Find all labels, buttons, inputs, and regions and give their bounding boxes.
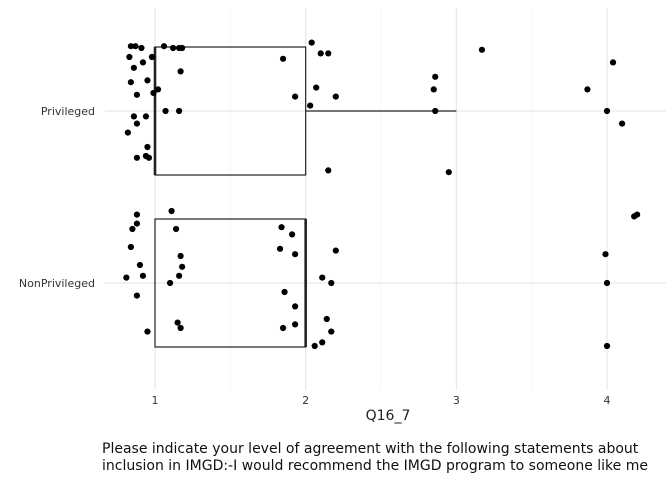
point-privileged <box>169 44 177 52</box>
point-privileged <box>325 167 332 174</box>
point-privileged <box>142 113 150 120</box>
point-nonprivileged <box>177 324 184 332</box>
point-nonprivileged <box>292 251 299 258</box>
caption-line-2: inclusion in IMGD:-I would recommend the… <box>102 458 648 474</box>
point-privileged <box>445 169 452 176</box>
point-nonprivileged <box>179 263 186 270</box>
point-nonprivileged <box>176 272 183 279</box>
point-nonprivileged <box>166 279 174 287</box>
point-privileged <box>132 43 139 50</box>
x-tick-label: 4 <box>604 394 611 407</box>
point-nonprivileged <box>172 225 180 233</box>
point-nonprivileged <box>319 274 326 281</box>
x-tick-label: 3 <box>453 394 460 407</box>
point-nonprivileged <box>311 342 318 350</box>
point-privileged <box>133 154 141 161</box>
point-nonprivileged <box>279 324 287 332</box>
point-nonprivileged <box>174 319 181 326</box>
point-privileged <box>292 93 299 100</box>
point-nonprivileged <box>133 211 141 218</box>
y-tick-label-nonprivileged: NonPrivileged <box>19 277 95 290</box>
point-nonprivileged <box>323 315 330 323</box>
point-nonprivileged <box>276 245 284 252</box>
point-privileged <box>332 93 339 100</box>
x-tick-label: 1 <box>152 394 159 407</box>
point-privileged <box>138 44 145 52</box>
point-privileged <box>177 68 184 75</box>
point-nonprivileged <box>328 279 335 287</box>
chart-caption: Please indicate your level of agreement … <box>102 441 662 475</box>
gridlines <box>105 8 666 390</box>
point-nonprivileged <box>634 211 641 218</box>
tick-labels: 1 2 3 4 Privileged NonPrivileged <box>19 105 611 407</box>
point-privileged <box>609 59 617 66</box>
point-privileged <box>162 107 169 115</box>
point-privileged <box>432 73 439 80</box>
point-privileged <box>154 86 162 93</box>
point-nonprivileged <box>328 328 335 335</box>
point-nonprivileged <box>127 243 134 251</box>
point-privileged <box>127 43 134 50</box>
x-tick-label: 2 <box>302 394 309 407</box>
point-privileged <box>127 79 134 86</box>
point-nonprivileged <box>136 261 144 269</box>
box-layer <box>153 46 457 348</box>
point-privileged <box>130 113 138 120</box>
point-privileged <box>126 53 133 61</box>
point-privileged <box>139 59 147 66</box>
point-nonprivileged <box>139 272 147 279</box>
point-nonprivileged <box>123 274 130 281</box>
point-nonprivileged <box>332 247 339 254</box>
point-nonprivileged <box>289 231 296 238</box>
point-privileged <box>432 107 439 115</box>
point-privileged <box>325 50 332 57</box>
point-nonprivileged <box>319 339 326 346</box>
point-privileged <box>144 143 151 151</box>
point-privileged <box>160 43 168 50</box>
point-privileged <box>124 129 131 136</box>
point-nonprivileged <box>281 288 288 296</box>
point-privileged <box>313 84 320 91</box>
point-privileged <box>148 53 156 61</box>
point-privileged <box>150 89 157 97</box>
point-privileged <box>142 152 150 160</box>
point-privileged <box>133 120 141 127</box>
point-nonprivileged <box>133 220 141 227</box>
point-privileged <box>584 86 591 93</box>
point-layer <box>123 39 641 350</box>
point-privileged <box>307 102 314 109</box>
point-privileged <box>603 107 611 115</box>
y-tick-label-privileged: Privileged <box>41 105 95 118</box>
point-privileged <box>308 39 315 46</box>
point-nonprivileged <box>603 342 611 350</box>
point-privileged <box>179 44 186 52</box>
point-nonprivileged <box>603 279 611 287</box>
point-nonprivileged <box>129 225 136 233</box>
point-nonprivileged <box>168 207 175 215</box>
point-privileged <box>430 86 437 93</box>
point-privileged <box>279 55 287 62</box>
point-nonprivileged <box>292 321 299 328</box>
point-nonprivileged <box>292 303 299 310</box>
point-privileged <box>618 120 626 127</box>
point-privileged <box>130 64 138 71</box>
point-nonprivileged <box>602 251 609 258</box>
point-privileged <box>478 46 486 53</box>
point-nonprivileged <box>278 224 285 231</box>
point-privileged <box>133 91 141 98</box>
point-nonprivileged <box>144 328 151 335</box>
x-axis-title: Q16_7 <box>366 408 411 424</box>
point-privileged <box>317 50 324 57</box>
point-privileged <box>144 77 151 84</box>
point-nonprivileged <box>177 252 184 260</box>
caption-line-1: Please indicate your level of agreement … <box>102 441 639 457</box>
point-privileged <box>176 107 183 115</box>
point-nonprivileged <box>133 292 141 299</box>
